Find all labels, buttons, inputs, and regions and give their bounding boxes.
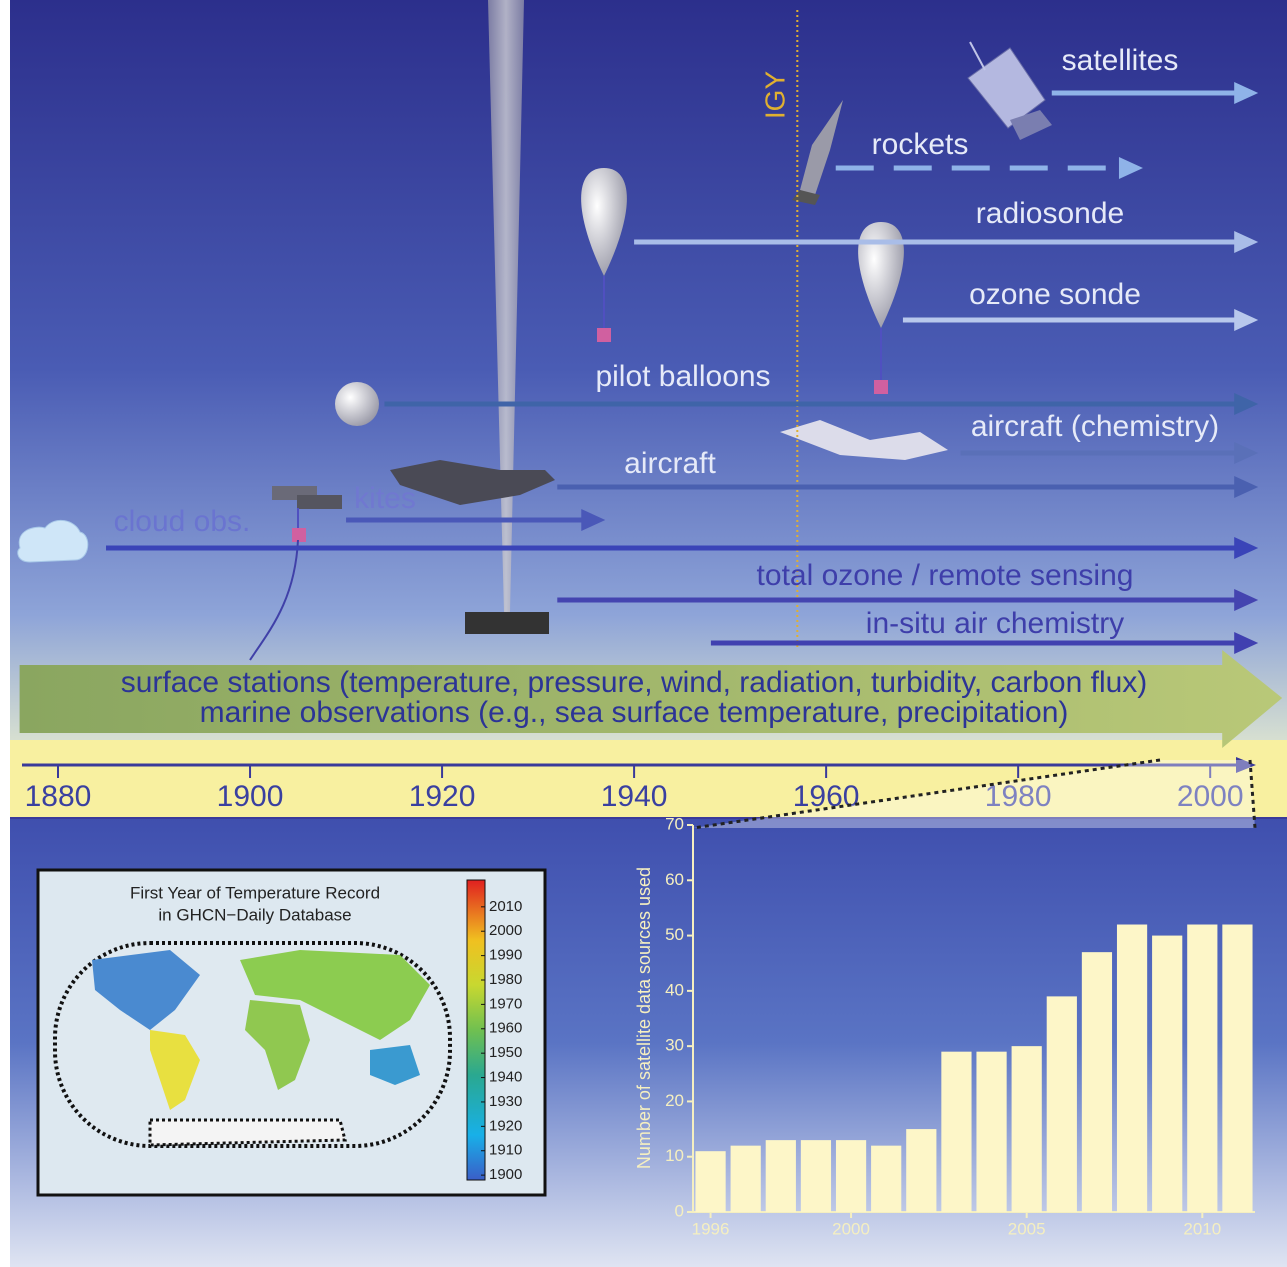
y-tick-label: 10: [665, 1146, 684, 1165]
zoom-line: [692, 758, 1161, 830]
bar: [730, 1145, 761, 1212]
bar-chart: 0 10 20 30 40 50 60 70 1996 2000 2005 2010 Number of…: [634, 814, 1255, 1238]
satellite-icon: [967, 41, 1052, 140]
y-tick-label: 40: [665, 980, 684, 999]
kite-icon: [249, 486, 342, 661]
x-tick-label: 2010: [1183, 1219, 1221, 1238]
observation-label: ozone sonde: [969, 278, 1141, 311]
x-tick-label: 1900: [217, 780, 284, 813]
y-tick-label: 20: [665, 1091, 684, 1110]
observation-label: total ozone / remote sensing: [757, 559, 1134, 592]
rocket-icon: [792, 100, 843, 205]
observation-label: aircraft: [624, 447, 716, 480]
y-axis-label: Number of satellite data sources used: [634, 867, 654, 1169]
colorbar-label: 2000: [489, 922, 522, 939]
x-tick-label: 2000: [832, 1219, 870, 1238]
x-tick-label: 1880: [25, 780, 92, 813]
platform: [465, 612, 549, 634]
banner-text: surface stations (temperature, pressure,…: [121, 666, 1148, 699]
colorbar-label: 1990: [489, 947, 522, 964]
surface-banner: [19, 650, 1283, 748]
colorbar-label: 1950: [489, 1044, 522, 1061]
zoom-line: [1248, 759, 1257, 829]
colorbar-label: 1920: [489, 1117, 522, 1134]
igy-label: IGY: [760, 71, 791, 120]
colorbar-label: 1910: [489, 1142, 522, 1159]
y-tick-label: 30: [665, 1036, 684, 1055]
x-tick-label: 1920: [409, 780, 476, 813]
x-tick-label: 1980: [985, 780, 1052, 813]
x-tick-label: 2000: [1177, 780, 1244, 813]
bar: [765, 1140, 796, 1212]
colorbar: [466, 879, 486, 1181]
arrow-head: [1234, 393, 1259, 415]
bar: [835, 1140, 867, 1212]
bar: [695, 1151, 726, 1212]
colorbar-label: 1970: [489, 995, 522, 1012]
observation-label: aircraft (chemistry): [971, 410, 1219, 443]
bar: [1152, 935, 1183, 1212]
bar: [1081, 952, 1113, 1212]
observation-label: in-situ air chemistry: [866, 607, 1124, 640]
x-tick-label: 1940: [601, 780, 668, 813]
arrow-head: [581, 509, 606, 531]
arrow-head: [1234, 632, 1259, 654]
observation-label: radiosonde: [976, 197, 1124, 230]
bar: [871, 1145, 902, 1212]
colorbar-label: 1940: [489, 1069, 522, 1086]
axis-band: [10, 740, 1287, 818]
axis-head: [1236, 757, 1256, 773]
bar: [1011, 1046, 1042, 1212]
observation-label: pilot balloons: [595, 360, 770, 393]
arrow-head: [1234, 442, 1259, 464]
bar: [906, 1129, 937, 1212]
colorbar-label: 1930: [489, 1093, 522, 1110]
arrow-head: [1234, 309, 1259, 331]
map-title: in GHCN−Daily Database: [158, 905, 351, 924]
bar: [941, 1051, 972, 1212]
bar: [1222, 924, 1253, 1212]
arrow-head: [1118, 157, 1143, 179]
map-title: First Year of Temperature Record: [130, 883, 380, 902]
timeline: IGY satellites rockets radiosonde ozone sond…: [19, 10, 1283, 813]
bar: [976, 1051, 1007, 1212]
colorbar-label: 1980: [489, 971, 522, 988]
colorbar-label: 1960: [489, 1020, 522, 1037]
x-tick-label: 2005: [1008, 1219, 1046, 1238]
bar: [1187, 924, 1218, 1212]
aircraft-icons: [390, 420, 948, 505]
colorbar-label: 2010: [489, 898, 522, 915]
colorbar-label: 1900: [489, 1166, 522, 1183]
zoom-wedge: [693, 760, 1255, 828]
observation-label: rockets: [872, 128, 969, 161]
y-tick-label: 60: [665, 870, 684, 889]
observation-label: satellites: [1062, 44, 1179, 77]
arrow-head: [1234, 476, 1259, 498]
world-map: [53, 941, 452, 1148]
cloud-icon: [17, 519, 89, 563]
x-tick-label: 1996: [692, 1219, 730, 1238]
observation-label: kites: [354, 482, 416, 515]
arrow-head: [1234, 537, 1259, 559]
arrow-head: [1234, 82, 1259, 104]
y-tick-label: 0: [675, 1201, 684, 1220]
y-tick-label: 70: [665, 814, 684, 833]
bar: [1046, 996, 1077, 1212]
banner-text: marine observations (e.g., sea surface t…: [200, 696, 1069, 729]
map-annotations: First Year of Temperature Record in GHCN−…: [130, 883, 522, 1183]
beam: [488, 0, 524, 612]
bar: [800, 1140, 832, 1212]
arrow-head: [1234, 589, 1259, 611]
observation-label: cloud obs.: [114, 505, 251, 538]
bar: [1116, 924, 1148, 1212]
arrow-head: [1234, 231, 1259, 253]
y-tick-label: 50: [665, 925, 684, 944]
balloon-icons: [335, 168, 904, 426]
